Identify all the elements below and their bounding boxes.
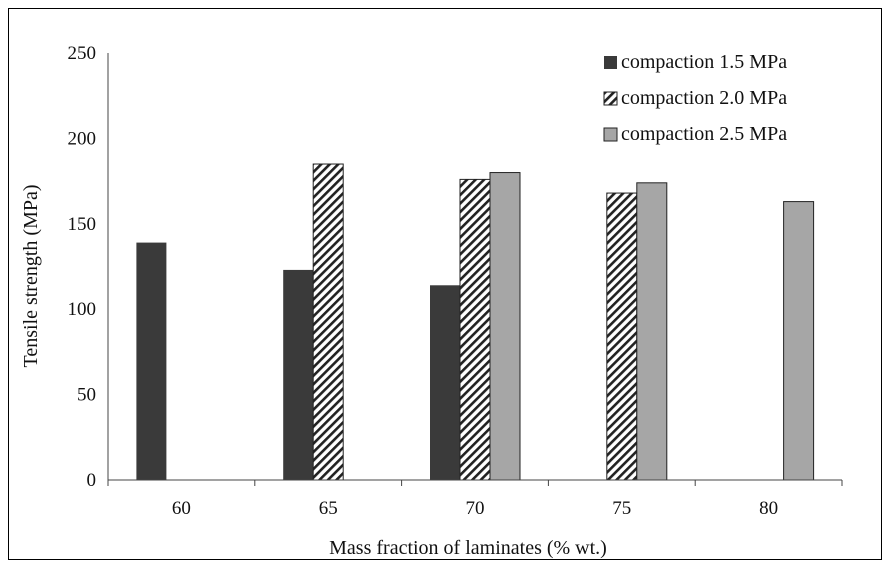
bar-compaction-1-5-mpa-70 <box>430 285 460 480</box>
bars <box>136 163 815 481</box>
y-tick-label: 250 <box>68 43 97 64</box>
x-tick-label: 70 <box>466 498 485 519</box>
bar-compaction-2-5-mpa-75 <box>636 182 668 481</box>
legend-label: compaction 1.5 MPa <box>621 51 787 73</box>
y-tick-label: 0 <box>87 470 97 491</box>
bar-compaction-2-0-mpa-75 <box>606 192 638 481</box>
y-tick-label: 50 <box>77 385 96 406</box>
bar-compaction-2-5-mpa-70 <box>489 172 521 481</box>
legend-swatch <box>603 91 618 106</box>
legend: compaction 1.5 MPa compaction 2.0 MPa comp… <box>603 51 787 145</box>
y-tick-label: 100 <box>68 299 97 320</box>
y-axis-ticks: 0 50 100 150 200 250 <box>68 43 97 491</box>
legend-swatch <box>604 56 617 69</box>
bar-compaction-1-5-mpa-60 <box>136 242 167 480</box>
x-tick-label: 65 <box>319 498 338 519</box>
y-axis-title: Tensile strength (MPa) <box>20 184 42 367</box>
x-tick-label: 75 <box>612 498 631 519</box>
legend-swatch <box>603 127 618 142</box>
bar-compaction-2-5-mpa-80 <box>783 201 815 481</box>
x-axis-title: Mass fraction of laminates (% wt.) <box>329 537 607 559</box>
x-axis-ticks: 60 65 70 75 80 <box>107 480 843 519</box>
bar-compaction-2-0-mpa-70 <box>459 178 491 481</box>
legend-label: compaction 2.0 MPa <box>621 87 787 109</box>
x-tick-label: 60 <box>172 498 191 519</box>
y-tick-label: 150 <box>68 214 97 235</box>
y-tick-label: 200 <box>68 128 97 149</box>
legend-label: compaction 2.5 MPa <box>621 123 787 145</box>
x-tick-label: 80 <box>759 498 778 519</box>
bar-compaction-1-5-mpa-65 <box>283 269 314 480</box>
bar-compaction-2-0-mpa-65 <box>312 163 344 481</box>
